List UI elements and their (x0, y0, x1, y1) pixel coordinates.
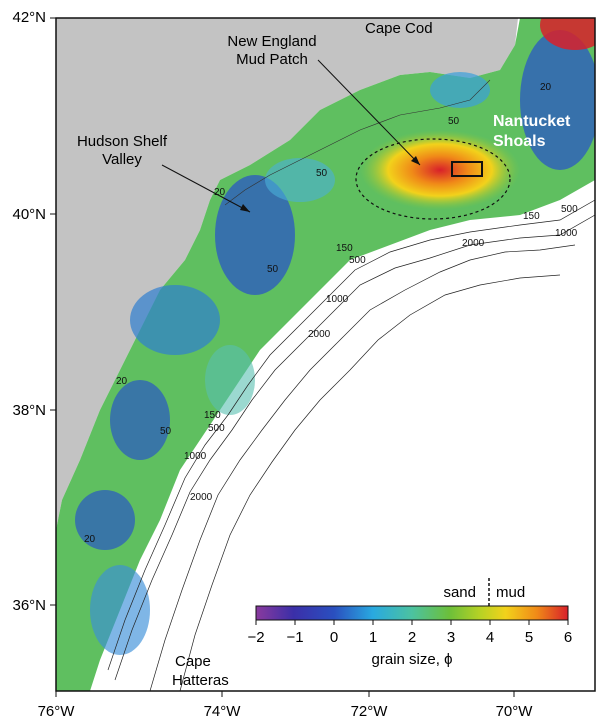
legend-sand-label: sand (443, 584, 476, 601)
contour-label-20: 20 (116, 376, 128, 387)
contour-label-500: 500 (349, 255, 366, 266)
contour-label-2000: 2000 (462, 238, 485, 249)
place-hudson-2: Valley (102, 151, 142, 168)
sand-patch (215, 175, 295, 295)
legend-ticks: −2 −1 0 1 2 3 4 5 6 (247, 620, 572, 646)
contour-line (114, 214, 595, 681)
contour-line (107, 199, 595, 671)
place-mud-patch-1: New England (227, 33, 316, 50)
lon-label-74: 74°W (204, 703, 242, 720)
legend-mud-label: mud (496, 584, 525, 601)
ticks (50, 17, 515, 697)
lon-label-76: 76°W (38, 703, 76, 720)
lon-label-70: 70°W (496, 703, 534, 720)
lat-label-36: 36°N (12, 597, 46, 614)
study-box (451, 161, 483, 177)
mud-patch-arrow (317, 59, 421, 166)
legend-tick-label: 4 (486, 629, 494, 646)
legend-tick-label: 0 (330, 629, 338, 646)
sand-patch (90, 565, 150, 655)
lon-label-72: 72°W (351, 703, 389, 720)
mud-patch (360, 130, 520, 210)
legend-tick-label: −2 (247, 629, 264, 646)
contour-label-50: 50 (267, 264, 279, 275)
legend: sand mud −2 −1 0 1 2 3 4 5 6 grain size, ϕ (247, 578, 572, 668)
hudson-arrowhead (240, 204, 250, 212)
legend-tick-label: 5 (525, 629, 533, 646)
lat-label-38: 38°N (12, 402, 46, 419)
contour-label-150: 150 (336, 243, 353, 254)
contour-label-1000: 1000 (184, 451, 207, 462)
contour-label-500: 500 (208, 423, 225, 434)
map-frame (55, 17, 596, 692)
sand-patch (75, 490, 135, 550)
lat-label-42: 42°N (12, 9, 46, 26)
contour-label-1000: 1000 (326, 294, 349, 305)
contour-label-2000: 2000 (308, 329, 331, 340)
sand-patch (130, 285, 220, 355)
place-hudson-1: Hudson Shelf (77, 133, 168, 150)
mud-patch-outline (355, 138, 511, 220)
contour-line (179, 274, 561, 691)
contour-line (149, 244, 576, 691)
land (56, 18, 518, 530)
contour-label-50: 50 (448, 116, 460, 127)
contour-label-2000: 2000 (190, 492, 213, 503)
contour-line (224, 79, 491, 206)
contour-label-150: 150 (204, 410, 221, 421)
contour-label-20: 20 (214, 187, 226, 198)
legend-tick-label: 2 (408, 629, 416, 646)
place-hatteras-1: Cape (175, 653, 211, 670)
place-nantucket-2: Shoals (493, 133, 546, 150)
place-cape-cod: Cape Cod (365, 20, 433, 37)
legend-title: grain size, ϕ (372, 651, 453, 668)
contour-label-20: 20 (84, 534, 96, 545)
contour-label-50: 50 (316, 168, 328, 179)
sand-patch (430, 72, 490, 108)
sand-patch (265, 158, 335, 202)
legend-tick-label: 6 (564, 629, 572, 646)
mud-high (540, 18, 595, 50)
place-mud-patch-2: Mud Patch (236, 51, 308, 68)
contour-label-1000: 1000 (555, 228, 578, 239)
contour-label-50: 50 (160, 426, 172, 437)
place-nantucket-1: Nantucket (493, 113, 571, 130)
legend-tick-label: 3 (447, 629, 455, 646)
contour-label-500: 500 (561, 204, 578, 215)
legend-tick-label: 1 (369, 629, 377, 646)
place-hatteras-2: Hatteras (172, 672, 229, 689)
lat-label-40: 40°N (12, 206, 46, 223)
sand-patch (205, 345, 255, 415)
sand-patch (110, 380, 170, 460)
sand-patch (520, 30, 595, 170)
contour-label-20: 20 (540, 82, 552, 93)
legend-colorbar (255, 605, 569, 621)
mud-patch-arrowhead (411, 156, 420, 165)
legend-tick-label: −1 (286, 629, 303, 646)
hudson-arrow (161, 164, 251, 213)
contour-label-150: 150 (523, 211, 540, 222)
